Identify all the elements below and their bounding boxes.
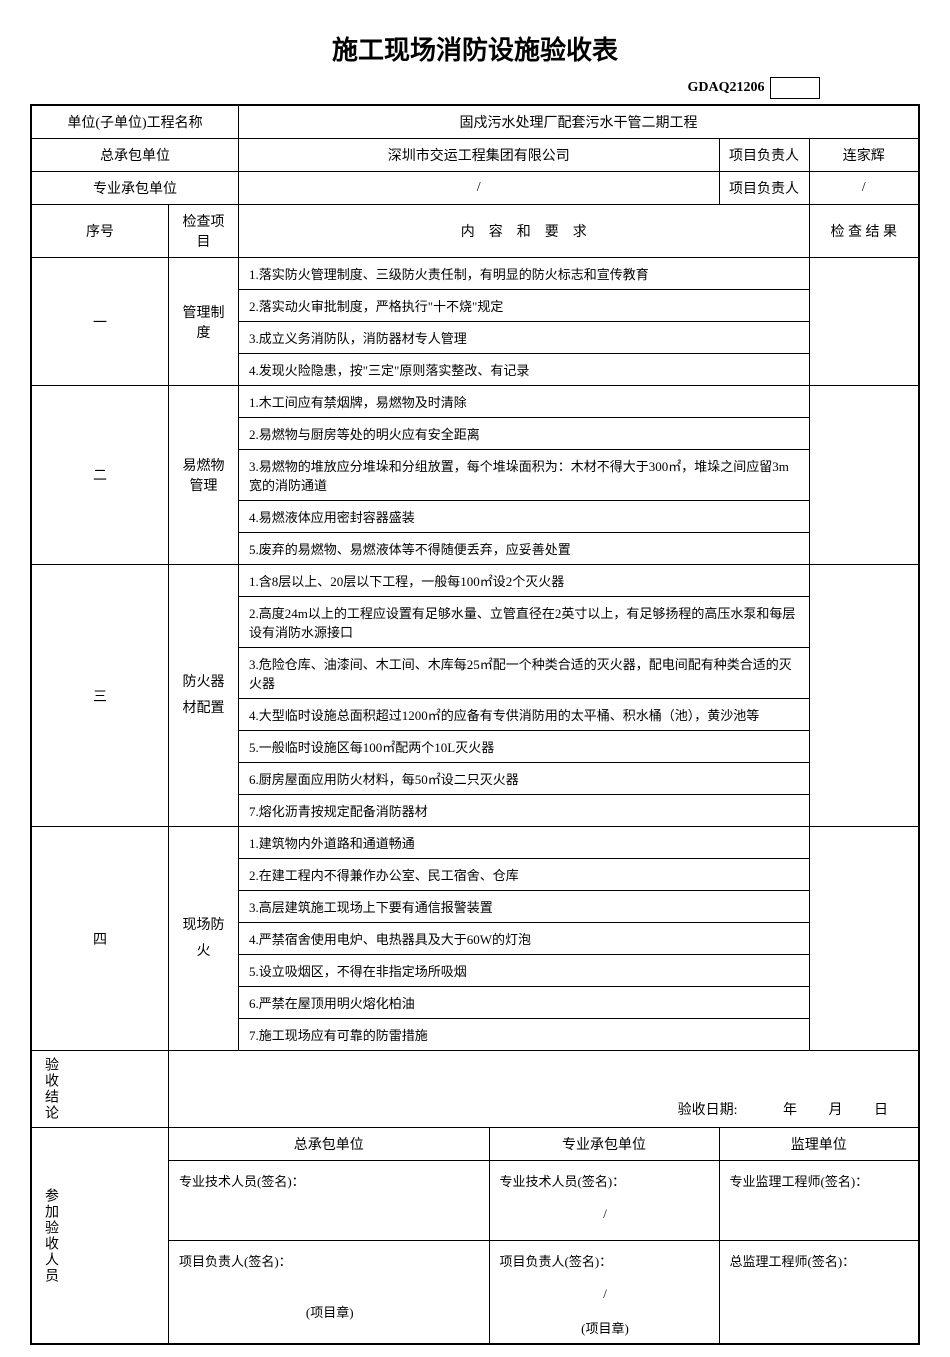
cat-4: 现场防火 <box>169 827 239 1051</box>
seq-4: 四 <box>31 827 169 1051</box>
item-3-4: 4.大型临时设施总面积超过1200㎡的应备有专供消防用的太平桶、积水桶（池），黄… <box>239 699 810 731</box>
col1-pm: 项目负责人(签名)： (项目章) <box>169 1241 490 1345</box>
item-3-3: 3.危险仓库、油漆间、木工间、木库每25㎡配一个种类合适的灭火器，配电间配有种类… <box>239 648 810 699</box>
col3-tech: 专业监理工程师(签名)： <box>719 1161 919 1241</box>
header-seq: 序号 <box>31 205 169 258</box>
item-4-2: 2.在建工程内不得兼作办公室、民工宿舍、仓库 <box>239 859 810 891</box>
unit-value: 固戍污水处理厂配套污水干管二期工程 <box>239 105 920 139</box>
form-title: 施工现场消防设施验收表 <box>30 30 920 67</box>
conclusion-label: 验收结论 <box>31 1051 169 1128</box>
item-3-5: 5.一般临时设施区每100㎡配两个10L灭火器 <box>239 731 810 763</box>
item-2-5: 5.废弃的易燃物、易燃液体等不得随便丢弃，应妥善处置 <box>239 533 810 565</box>
col3-pm: 总监理工程师(签名)： <box>719 1241 919 1345</box>
seq-3: 三 <box>31 565 169 827</box>
result-1 <box>809 258 919 386</box>
subcontractor-value: / <box>239 172 720 205</box>
item-3-6: 6.厨房屋面应用防火材料，每50㎡设二只灭火器 <box>239 763 810 795</box>
header-result: 检 查 结 果 <box>809 205 919 258</box>
item-1-1: 1.落实防火管理制度、三级防火责任制，有明显的防火标志和宣传教育 <box>239 258 810 290</box>
item-2-4: 4.易燃液体应用密封容器盛装 <box>239 501 810 533</box>
header-item: 检查项目 <box>169 205 239 258</box>
item-4-6: 6.严禁在屋顶用明火熔化柏油 <box>239 987 810 1019</box>
seq-2: 二 <box>31 386 169 565</box>
item-3-2: 2.高度24m以上的工程应设置有足够水量、立管直径在2英寸以上，有足够扬程的高压… <box>239 597 810 648</box>
item-3-7: 7.熔化沥青按规定配备消防器材 <box>239 795 810 827</box>
col2-pm: 项目负责人(签名)： / (项目章) <box>489 1241 719 1345</box>
sub-pm-label: 项目负责人 <box>719 172 809 205</box>
document-code: GDAQ21206 <box>30 77 920 99</box>
conclusion-content: 验收日期: 年 月 日 <box>169 1051 920 1128</box>
cat-3: 防火器材配置 <box>169 565 239 827</box>
item-4-4: 4.严禁宿舍使用电炉、电热器具及大于60W的灯泡 <box>239 923 810 955</box>
item-1-4: 4.发现火险隐患，按"三定"原则落实整改、有记录 <box>239 354 810 386</box>
item-4-5: 5.设立吸烟区，不得在非指定场所吸烟 <box>239 955 810 987</box>
col1-header: 总承包单位 <box>169 1128 490 1161</box>
doc-code-text: GDAQ21206 <box>688 80 765 95</box>
item-2-3: 3.易燃物的堆放应分堆垛和分组放置，每个堆垛面积为：木材不得大于300㎡，堆垛之… <box>239 450 810 501</box>
subcontractor-label: 专业承包单位 <box>31 172 239 205</box>
general-contractor-value: 深圳市交运工程集团有限公司 <box>239 139 720 172</box>
general-pm-value: 连家辉 <box>809 139 919 172</box>
result-2 <box>809 386 919 565</box>
seq-1: 一 <box>31 258 169 386</box>
item-4-3: 3.高层建筑施工现场上下要有通信报警装置 <box>239 891 810 923</box>
item-4-1: 1.建筑物内外道路和通道畅通 <box>239 827 810 859</box>
sub-pm-value: / <box>809 172 919 205</box>
cat-1: 管理制度 <box>169 258 239 386</box>
item-4-7: 7.施工现场应有可靠的防雷措施 <box>239 1019 810 1051</box>
col3-header: 监理单位 <box>719 1128 919 1161</box>
main-table: 单位(子单位)工程名称 固戍污水处理厂配套污水干管二期工程 总承包单位 深圳市交… <box>30 104 920 1345</box>
general-pm-label: 项目负责人 <box>719 139 809 172</box>
item-3-1: 1.含8层以上、20层以下工程，一般每100㎡设2个灭火器 <box>239 565 810 597</box>
col2-tech: 专业技术人员(签名)： / <box>489 1161 719 1241</box>
doc-code-box <box>770 77 820 99</box>
col1-tech: 专业技术人员(签名)： <box>169 1161 490 1241</box>
result-4 <box>809 827 919 1051</box>
unit-label: 单位(子单位)工程名称 <box>31 105 239 139</box>
header-content: 内 容 和 要 求 <box>239 205 810 258</box>
participants-label: 参加验收人员 <box>31 1128 169 1345</box>
item-2-1: 1.木工间应有禁烟牌，易燃物及时清除 <box>239 386 810 418</box>
item-2-2: 2.易燃物与厨房等处的明火应有安全距离 <box>239 418 810 450</box>
cat-2: 易燃物管理 <box>169 386 239 565</box>
item-1-2: 2.落实动火审批制度，严格执行"十不烧"规定 <box>239 290 810 322</box>
general-contractor-label: 总承包单位 <box>31 139 239 172</box>
col2-header: 专业承包单位 <box>489 1128 719 1161</box>
result-3 <box>809 565 919 827</box>
item-1-3: 3.成立义务消防队，消防器材专人管理 <box>239 322 810 354</box>
